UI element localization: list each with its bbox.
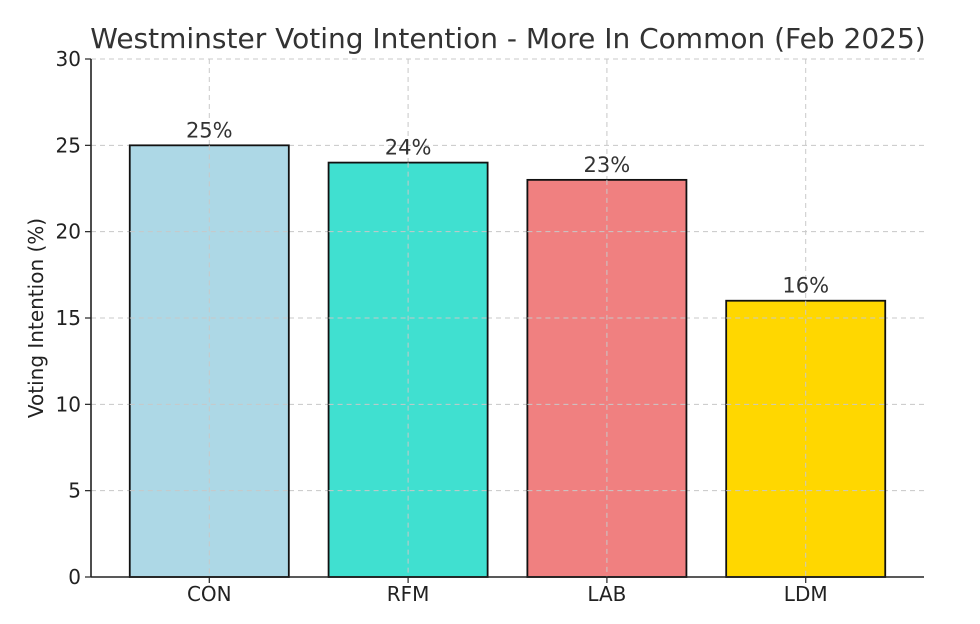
chart-title: Westminster Voting Intention - More In C…	[90, 22, 925, 55]
x-tick-label: LAB	[587, 582, 626, 606]
y-tick-label: 5	[68, 479, 81, 503]
y-tick-label: 0	[68, 565, 81, 589]
y-axis-label: Voting Intention (%)	[24, 218, 48, 418]
axes-layer	[85, 58, 924, 583]
bars-layer	[128, 144, 887, 578]
x-tick-label: LDM	[784, 582, 828, 606]
data-label: 16%	[782, 274, 829, 298]
y-tick-label: 25	[56, 133, 81, 157]
data-label: 24%	[385, 136, 432, 160]
labels-layer: 0 5 10 15 20 25 30 CON RFM LAB LDM 25% 24% 23% 16%	[56, 47, 830, 606]
y-tick-label: 15	[56, 306, 81, 330]
y-tick-label: 30	[56, 47, 81, 71]
x-tick-label: CON	[187, 582, 232, 606]
data-label: 23%	[584, 153, 631, 177]
data-label: 25%	[186, 118, 233, 142]
y-tick-label: 20	[56, 220, 81, 244]
y-tick-label: 10	[56, 392, 81, 416]
x-tick-label: RFM	[387, 582, 430, 606]
